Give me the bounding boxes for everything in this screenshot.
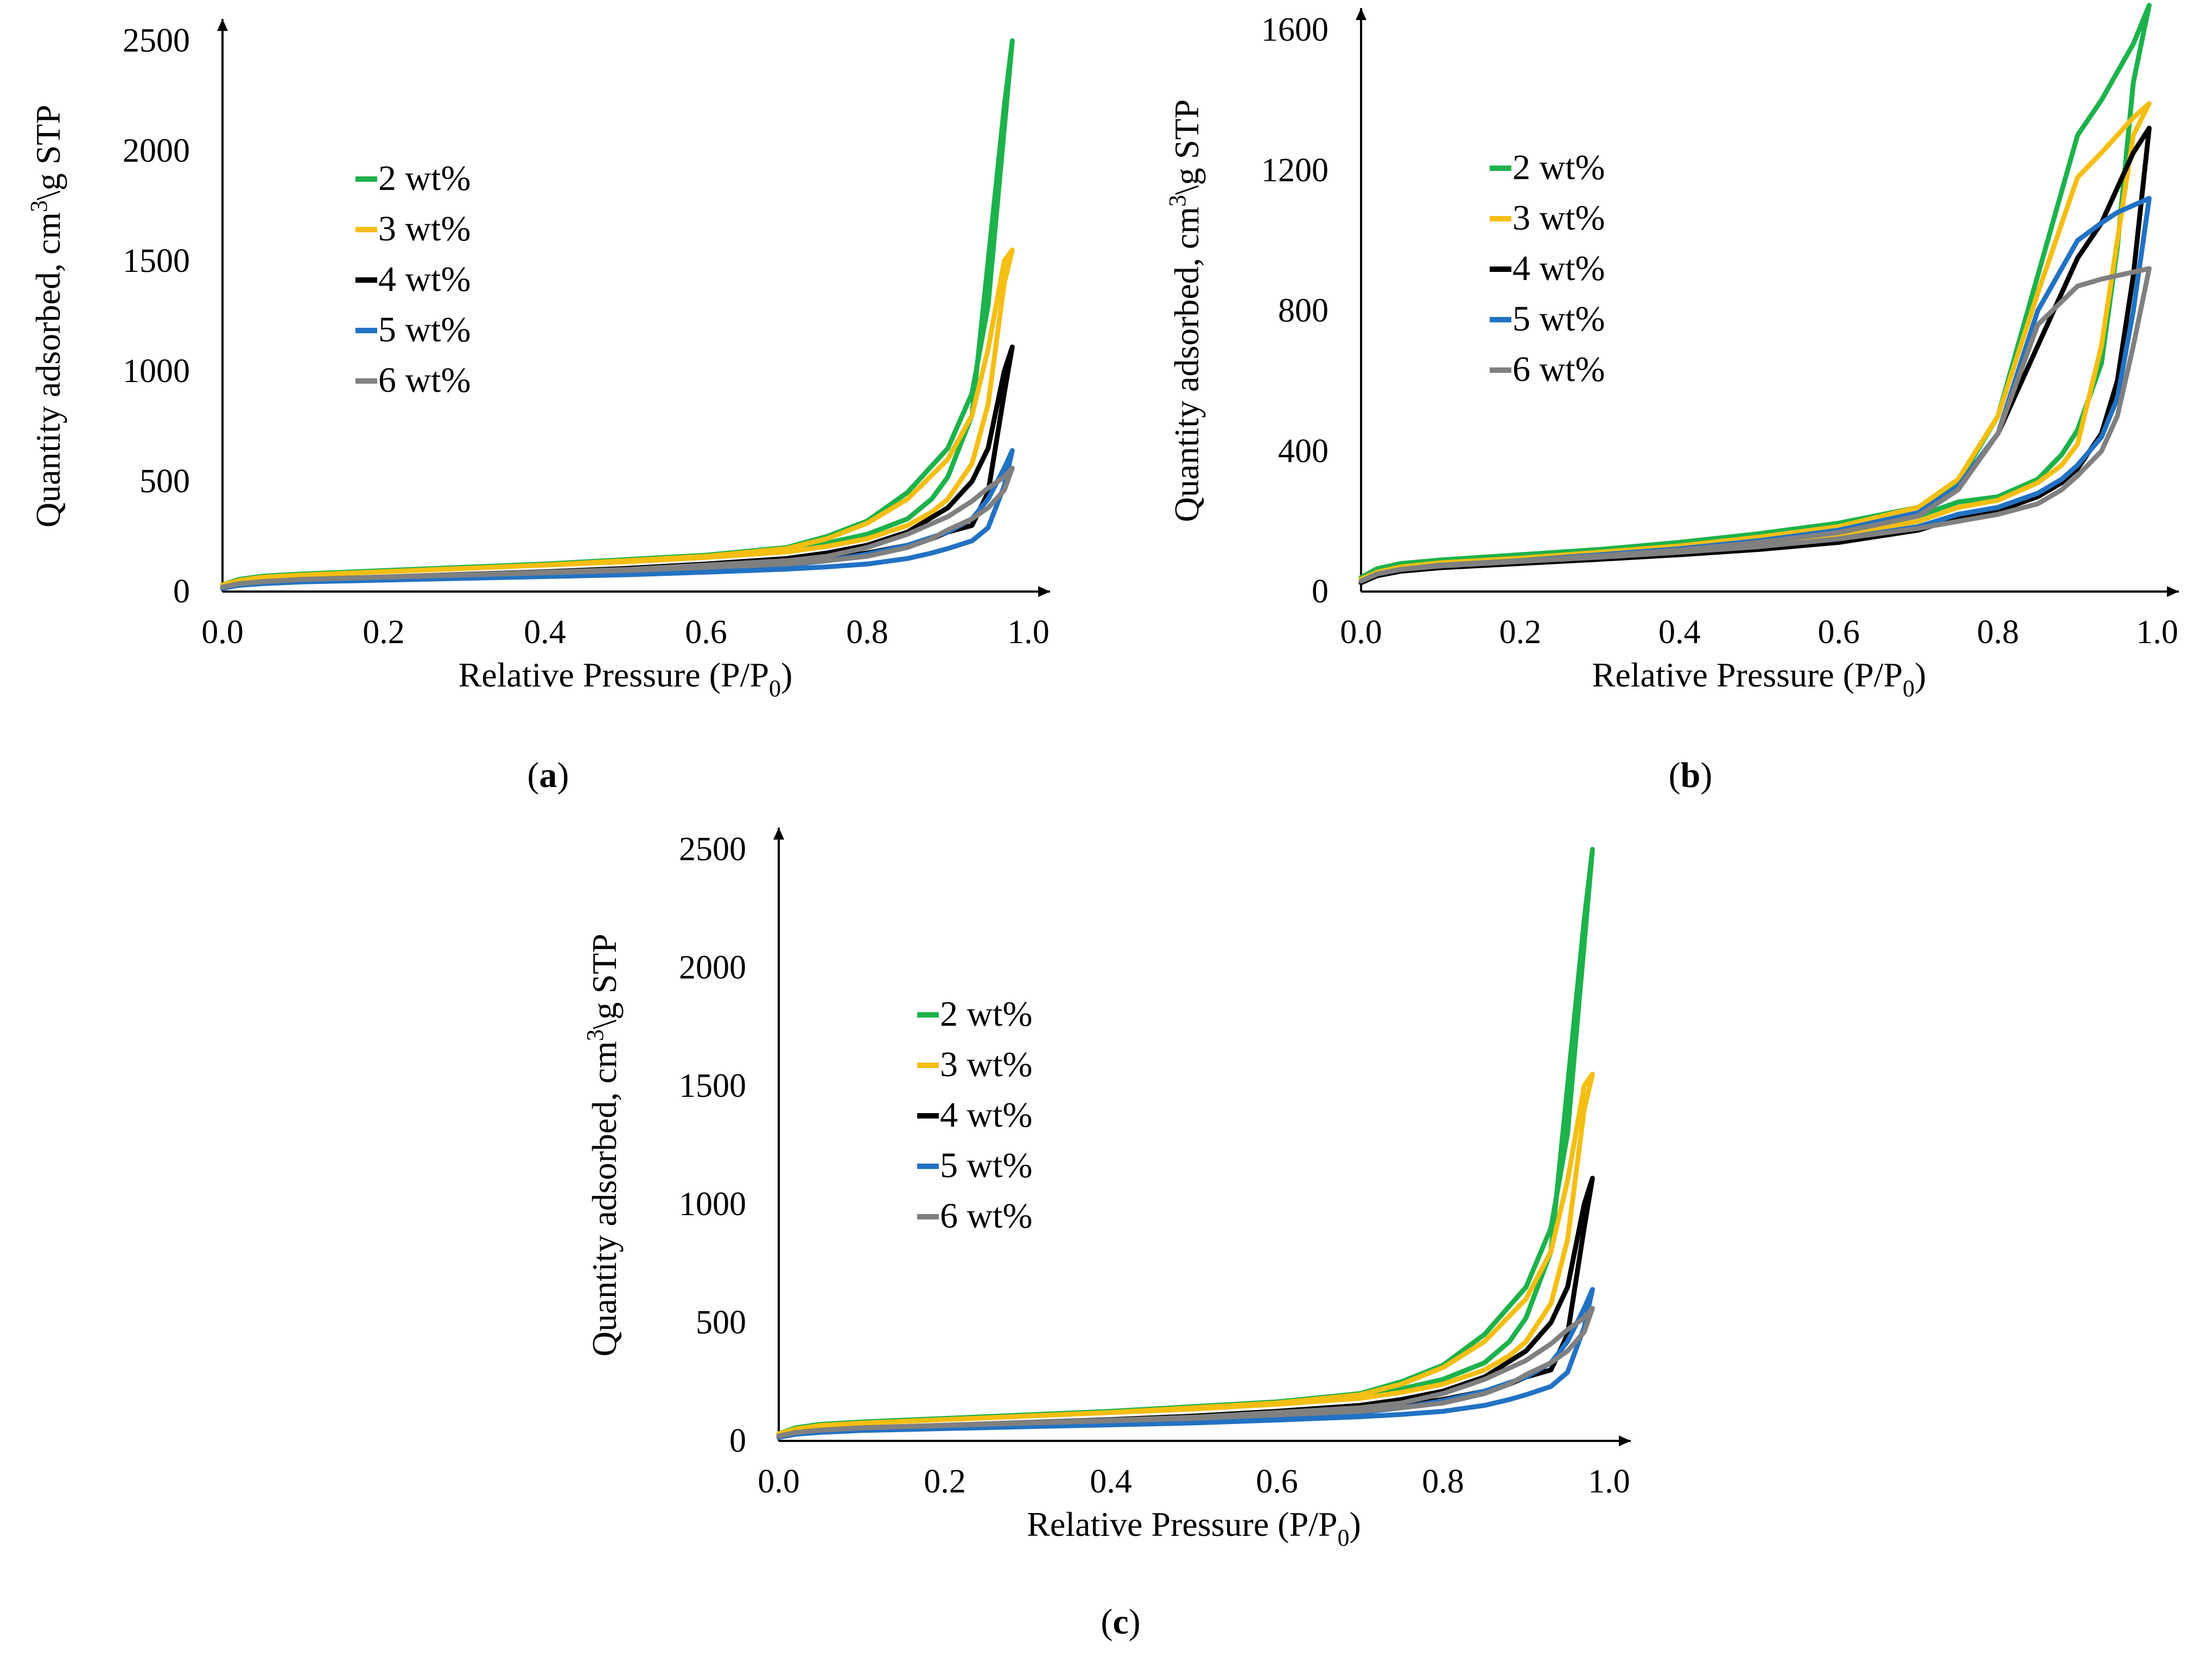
- y-tick-label: 0: [1312, 573, 1329, 610]
- x-axis-title: Relative Pressure (P/P0): [1027, 1505, 1361, 1551]
- series-line-2wt: [776, 847, 1595, 1437]
- x-tick-label: 0.0: [201, 614, 244, 651]
- series-line-2wt: [220, 38, 1015, 588]
- legend-entry: 6 wt%: [940, 1196, 1032, 1236]
- y-tick-label: 0: [173, 573, 190, 610]
- legend-entry: 5 wt%: [940, 1146, 1032, 1185]
- y-tick-label: 1000: [123, 353, 190, 390]
- panel-label: (a): [527, 755, 569, 795]
- x-tick-label: 0.8: [1422, 1463, 1464, 1500]
- legend-entry: 2 wt%: [940, 994, 1032, 1034]
- chart-panel-b: 0.0 0.2 0.4 0.6 0.8 1.0 0 400 800 1200 1600 Relativ…: [1164, 3, 2179, 795]
- x-axis-title: Relative Pressure (P/P0): [459, 656, 793, 702]
- x-axis-title: Relative Pressure (P/P0): [1592, 656, 1927, 702]
- x-tick-label: 0.8: [846, 614, 888, 651]
- series-line-5wt: [776, 1287, 1595, 1440]
- y-tick-label: 1500: [679, 1068, 746, 1104]
- series-line-5wt: [1358, 196, 2152, 584]
- legend-entry: 5 wt%: [1512, 299, 1605, 339]
- x-tick-label: 0.6: [685, 614, 727, 651]
- legend-entry: 4 wt%: [378, 259, 471, 299]
- x-axis-arrow-icon: [1038, 586, 1050, 597]
- x-tick-label: 0.4: [1658, 614, 1701, 651]
- y-tick-label: 1200: [1261, 152, 1329, 189]
- x-tick-label: 1.0: [2136, 614, 2178, 651]
- legend-entry: 3 wt%: [1512, 198, 1605, 238]
- panel-label: (b): [1669, 755, 1713, 795]
- series-line-2wt: [1358, 3, 2152, 580]
- panel-label: (c): [1101, 1602, 1140, 1642]
- legend-entry: 6 wt%: [1512, 350, 1605, 389]
- y-tick-label: 0: [729, 1422, 746, 1459]
- y-axis-arrow-icon: [1356, 8, 1366, 20]
- x-tick-label: 1.0: [1007, 614, 1050, 651]
- y-tick-label: 1000: [679, 1186, 746, 1223]
- series-line-6wt: [776, 1306, 1595, 1439]
- y-tick-label: 500: [139, 463, 190, 500]
- chart-panel-a: 0.0 0.2 0.4 0.6 0.8 1.0 0 500 1000 1500 2000 2500 Re…: [26, 19, 1050, 795]
- y-tick-label: 2000: [679, 949, 746, 986]
- y-axis-title: Quantity adsorbed, cm3\g STP: [26, 105, 67, 528]
- series-line-3wt: [776, 1071, 1595, 1437]
- series-line-3wt: [220, 247, 1015, 588]
- legend-entry: 3 wt%: [378, 209, 471, 249]
- x-tick-label: 0.2: [1499, 614, 1542, 651]
- legend-entry: 4 wt%: [1512, 249, 1605, 288]
- y-tick-label: 2000: [123, 132, 190, 169]
- legend-entry: 2 wt%: [378, 158, 471, 198]
- x-tick-label: 0.6: [1817, 614, 1860, 651]
- y-axis-title: Quantity adsorbed, cm3\g STP: [1164, 99, 1206, 522]
- y-tick-label: 500: [696, 1304, 746, 1341]
- x-tick-label: 0.4: [1090, 1463, 1132, 1500]
- x-tick-label: 1.0: [1588, 1463, 1630, 1500]
- legend-entry: 4 wt%: [940, 1095, 1032, 1135]
- x-tick-label: 0.8: [1977, 614, 2019, 651]
- y-axis-title: Quantity adsorbed, cm3\g STP: [582, 933, 624, 1356]
- y-axis-arrow-icon: [217, 19, 228, 31]
- y-tick-label: 2500: [123, 22, 190, 59]
- legend-entry: 3 wt%: [940, 1045, 1032, 1084]
- series-line-6wt: [1358, 266, 2152, 584]
- x-tick-label: 0.0: [758, 1463, 800, 1500]
- x-axis-arrow-icon: [2167, 586, 2179, 597]
- y-axis-arrow-icon: [773, 828, 784, 840]
- series-line-5wt: [220, 448, 1015, 591]
- chart-panel-c: 0.0 0.2 0.4 0.6 0.8 1.0 0 500 1000 1500 2000 2500 Re…: [582, 828, 1631, 1642]
- x-axis-arrow-icon: [1619, 1435, 1631, 1446]
- x-tick-label: 0.2: [363, 614, 405, 651]
- legend-entry: 5 wt%: [378, 310, 471, 350]
- series-line-4wt: [1358, 125, 2152, 586]
- y-tick-label: 1500: [123, 243, 190, 279]
- legend-entry: 2 wt%: [1512, 148, 1605, 187]
- y-tick-label: 400: [1278, 433, 1329, 469]
- x-tick-label: 0.2: [924, 1463, 966, 1500]
- y-tick-label: 800: [1278, 293, 1329, 329]
- y-tick-label: 2500: [679, 831, 746, 868]
- y-tick-label: 1600: [1261, 11, 1329, 48]
- series-line-6wt: [220, 466, 1015, 590]
- x-tick-label: 0.4: [524, 614, 566, 651]
- x-tick-label: 0.0: [1340, 614, 1382, 651]
- x-tick-label: 0.6: [1256, 1463, 1298, 1500]
- legend-entry: 6 wt%: [378, 360, 471, 400]
